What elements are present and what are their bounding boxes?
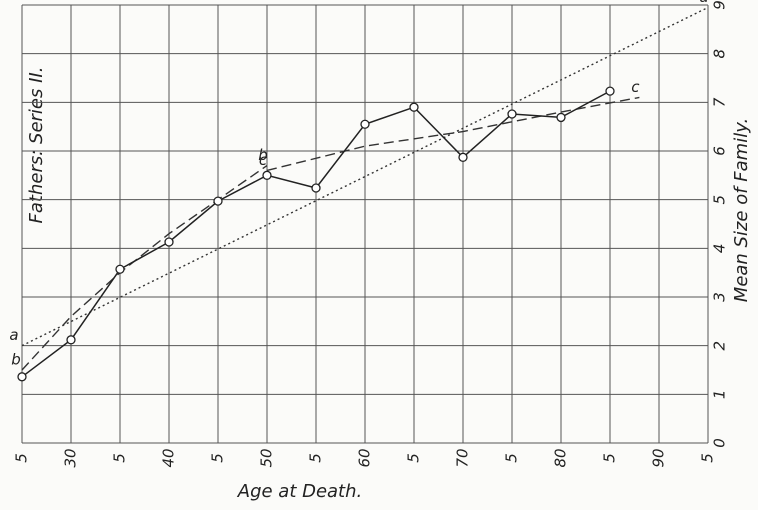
data-point	[213, 196, 223, 206]
x-axis-label: Age at Death.	[237, 481, 363, 502]
data-point	[311, 183, 321, 193]
y-tick-label: 1	[711, 390, 729, 400]
x-tick-label: 90	[650, 448, 668, 467]
data-point	[458, 152, 468, 162]
y-tick-label: 9	[711, 0, 729, 10]
x-tick-label: 5	[405, 453, 423, 463]
x-tick-label: 5	[699, 453, 717, 463]
x-tick-label: 60	[356, 448, 374, 467]
fit-line	[266, 96, 640, 172]
x-tick-label: 5	[307, 453, 325, 463]
fit-label: a	[9, 326, 18, 344]
x-tick-label: 40	[160, 448, 178, 467]
fit-label: a	[699, 0, 708, 6]
fit-label: c	[259, 151, 268, 169]
y-tick-label: 4	[711, 244, 729, 254]
x-tick-label: 5	[601, 453, 619, 463]
data-point	[66, 335, 76, 345]
data-point	[507, 109, 517, 119]
y-tick-label: 5	[711, 195, 729, 205]
data-point	[115, 264, 125, 274]
x-tick-label: 30	[62, 448, 80, 467]
data-point	[409, 102, 419, 112]
x-tick-label: 80	[552, 448, 570, 467]
y-tick-label: 6	[711, 146, 729, 156]
data-point	[605, 86, 615, 96]
x-tick-label: 70	[454, 448, 472, 467]
x-tick-label: 50	[258, 448, 276, 467]
data-point	[360, 119, 370, 129]
y-tick-label: 2	[711, 341, 729, 351]
data-point	[556, 112, 566, 123]
x-tick-label: 5	[111, 453, 129, 463]
chart-title: Fathers: Series II.	[26, 67, 47, 224]
x-tick-label: 5	[13, 453, 31, 463]
data-point	[262, 170, 272, 180]
y-tick-label: 3	[711, 292, 729, 302]
x-tick-label: 5	[209, 453, 227, 463]
fit-label: b	[258, 146, 268, 164]
data-point	[164, 237, 174, 247]
y-tick-label: 7	[711, 97, 729, 107]
fit-label: c	[631, 78, 640, 96]
fit-line	[21, 165, 268, 371]
y-tick-label: 8	[711, 49, 729, 59]
y-axis-label: Mean Size of Family.	[731, 118, 752, 302]
y-tick-label: 0	[711, 438, 729, 448]
fit-label: b	[11, 351, 21, 369]
x-tick-label: 5	[503, 453, 521, 463]
data-point	[17, 372, 27, 382]
